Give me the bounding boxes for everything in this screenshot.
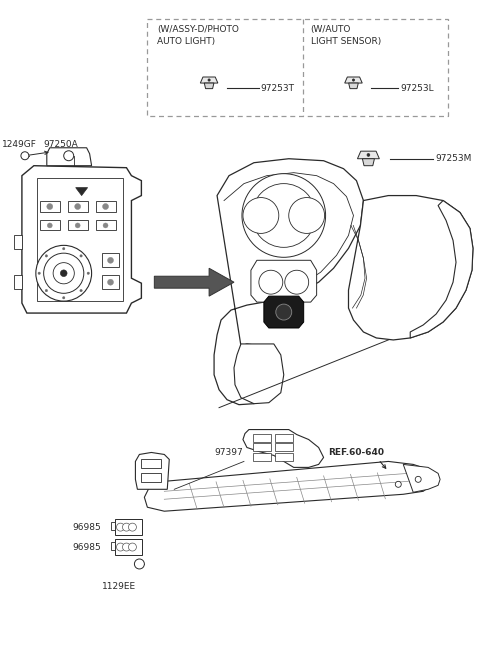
Circle shape [129, 543, 136, 551]
Text: 97397: 97397 [214, 449, 243, 457]
Text: 97253T: 97253T [261, 84, 295, 92]
Polygon shape [264, 296, 304, 328]
Text: 96985: 96985 [72, 523, 101, 532]
Circle shape [75, 204, 81, 210]
Circle shape [80, 255, 82, 257]
Bar [96, 200, 116, 212]
Text: (W/ASSY-D/PHOTO: (W/ASSY-D/PHOTO [157, 26, 239, 34]
Circle shape [80, 290, 82, 291]
Circle shape [122, 523, 131, 531]
Circle shape [415, 476, 421, 482]
Polygon shape [345, 77, 362, 83]
Circle shape [289, 198, 324, 233]
Bar [68, 221, 88, 231]
Circle shape [208, 79, 210, 81]
Polygon shape [200, 77, 218, 83]
Text: (W/AUTO: (W/AUTO [311, 26, 351, 34]
Text: 1129EE: 1129EE [102, 582, 136, 591]
Polygon shape [243, 430, 324, 468]
Circle shape [396, 481, 401, 487]
Text: 97253L: 97253L [400, 84, 434, 92]
Circle shape [352, 79, 355, 81]
Polygon shape [348, 196, 473, 340]
Circle shape [285, 271, 309, 294]
Circle shape [108, 257, 113, 263]
Bar [275, 443, 293, 451]
Circle shape [75, 223, 80, 228]
Polygon shape [410, 200, 473, 338]
Circle shape [276, 304, 292, 320]
Polygon shape [135, 453, 169, 489]
Circle shape [45, 255, 48, 257]
Bar [142, 474, 161, 482]
Polygon shape [214, 159, 363, 405]
Circle shape [252, 183, 316, 248]
Circle shape [87, 272, 89, 274]
Bar [96, 221, 116, 231]
Polygon shape [204, 83, 214, 88]
Circle shape [38, 272, 40, 274]
Bar [115, 539, 143, 555]
Text: 97253M: 97253M [435, 154, 471, 163]
Circle shape [243, 198, 279, 233]
Circle shape [45, 290, 48, 291]
Bar [115, 519, 143, 535]
Polygon shape [76, 187, 88, 196]
Bar [102, 275, 120, 289]
Circle shape [62, 248, 65, 250]
Circle shape [103, 223, 108, 228]
Bar [14, 275, 22, 289]
Circle shape [60, 270, 67, 276]
Polygon shape [403, 464, 440, 493]
Text: 96985: 96985 [72, 542, 101, 552]
Bar [110, 542, 115, 550]
Polygon shape [47, 148, 92, 166]
Circle shape [129, 523, 136, 531]
Bar [14, 235, 22, 250]
Polygon shape [234, 344, 284, 403]
Bar [275, 453, 293, 461]
Text: 1249GF: 1249GF [2, 140, 37, 149]
Polygon shape [251, 260, 317, 302]
Circle shape [117, 523, 124, 531]
Bar [253, 443, 271, 451]
Circle shape [21, 152, 29, 160]
Bar [110, 522, 115, 530]
Circle shape [134, 559, 144, 569]
Bar [142, 459, 161, 468]
Bar [275, 434, 293, 441]
Polygon shape [155, 269, 234, 296]
Circle shape [108, 279, 113, 285]
Circle shape [47, 204, 53, 210]
Text: LIGHT SENSOR): LIGHT SENSOR) [311, 37, 381, 47]
Polygon shape [144, 461, 433, 511]
Circle shape [122, 543, 131, 551]
Text: REF.60-640: REF.60-640 [329, 449, 384, 457]
Bar [40, 221, 60, 231]
Polygon shape [22, 166, 142, 313]
Circle shape [117, 543, 124, 551]
Text: 97250A: 97250A [44, 140, 79, 149]
Polygon shape [362, 159, 374, 166]
Polygon shape [37, 178, 123, 301]
Circle shape [62, 297, 65, 299]
Circle shape [44, 253, 84, 293]
Bar [253, 453, 271, 461]
Circle shape [48, 223, 52, 228]
Circle shape [64, 151, 74, 160]
Bar [253, 434, 271, 441]
Circle shape [242, 174, 325, 257]
Bar [102, 253, 120, 267]
Polygon shape [358, 151, 379, 159]
Circle shape [103, 204, 108, 210]
Text: AUTO LIGHT): AUTO LIGHT) [157, 37, 216, 47]
Polygon shape [348, 83, 358, 88]
Bar [40, 200, 60, 212]
Circle shape [36, 246, 92, 301]
Circle shape [53, 263, 74, 284]
Circle shape [367, 153, 370, 157]
Circle shape [259, 271, 283, 294]
Bar [68, 200, 88, 212]
